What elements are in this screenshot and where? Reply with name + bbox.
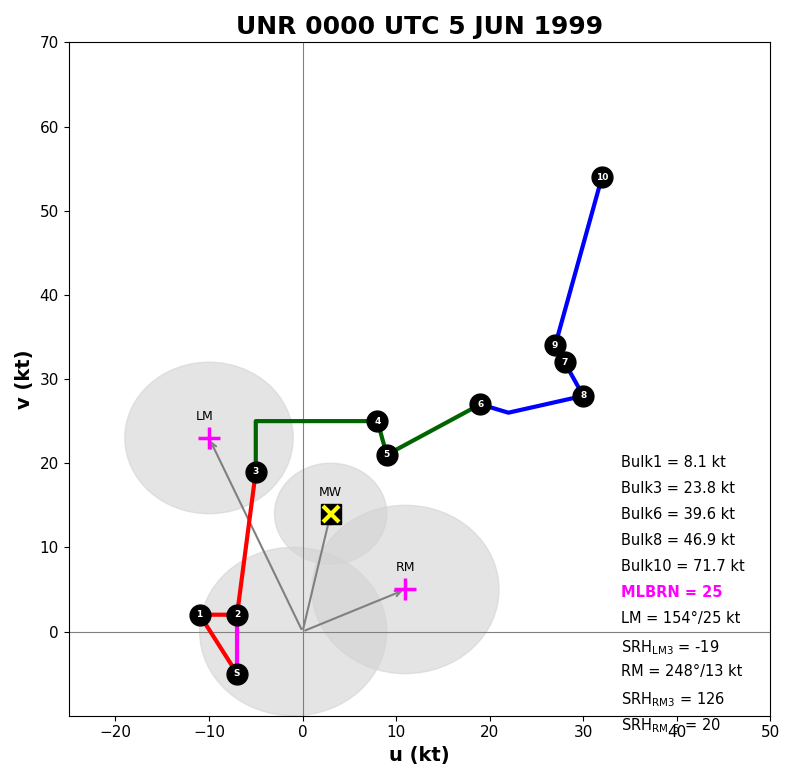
Text: 7: 7 bbox=[561, 358, 568, 367]
Text: 6: 6 bbox=[477, 400, 483, 409]
Text: 5: 5 bbox=[384, 450, 390, 459]
Text: 9: 9 bbox=[552, 341, 558, 350]
Text: Bulk6 = 39.6 kt: Bulk6 = 39.6 kt bbox=[621, 507, 735, 522]
Y-axis label: v (kt): v (kt) bbox=[15, 349, 34, 409]
X-axis label: u (kt): u (kt) bbox=[390, 746, 450, 765]
Text: Bulk1 = 8.1 kt: Bulk1 = 8.1 kt bbox=[621, 455, 726, 470]
Text: 8: 8 bbox=[580, 392, 587, 400]
Text: 2: 2 bbox=[234, 610, 240, 619]
Title: UNR 0000 UTC 5 JUN 1999: UNR 0000 UTC 5 JUN 1999 bbox=[236, 15, 603, 39]
Text: 3: 3 bbox=[253, 467, 259, 476]
Circle shape bbox=[200, 548, 386, 716]
Text: 10: 10 bbox=[595, 172, 608, 182]
Text: 1: 1 bbox=[196, 610, 203, 619]
Text: LM = 154°/25 kt: LM = 154°/25 kt bbox=[621, 612, 740, 626]
Text: Bulk3 = 23.8 kt: Bulk3 = 23.8 kt bbox=[621, 481, 735, 496]
Text: S: S bbox=[234, 669, 240, 678]
Text: LM: LM bbox=[196, 410, 213, 423]
Text: SRH$_{\mathregular{RM3}}$ = 126: SRH$_{\mathregular{RM3}}$ = 126 bbox=[621, 690, 725, 709]
Circle shape bbox=[125, 362, 293, 514]
Text: RM: RM bbox=[396, 562, 415, 574]
Text: SRH$_{\mathregular{LM3}}$ = -19: SRH$_{\mathregular{LM3}}$ = -19 bbox=[621, 638, 719, 657]
Circle shape bbox=[274, 463, 386, 564]
Text: MW: MW bbox=[319, 486, 342, 498]
Circle shape bbox=[312, 505, 499, 674]
Text: Bulk8 = 46.9 kt: Bulk8 = 46.9 kt bbox=[621, 533, 735, 548]
Text: RM = 248°/13 kt: RM = 248°/13 kt bbox=[621, 665, 742, 679]
Text: MLBRN = 25: MLBRN = 25 bbox=[621, 585, 722, 601]
Text: 4: 4 bbox=[374, 417, 381, 426]
Text: Bulk10 = 71.7 kt: Bulk10 = 71.7 kt bbox=[621, 559, 744, 574]
Text: SRH$_{\mathregular{RM.5}}$ = 20: SRH$_{\mathregular{RM.5}}$ = 20 bbox=[621, 717, 720, 736]
